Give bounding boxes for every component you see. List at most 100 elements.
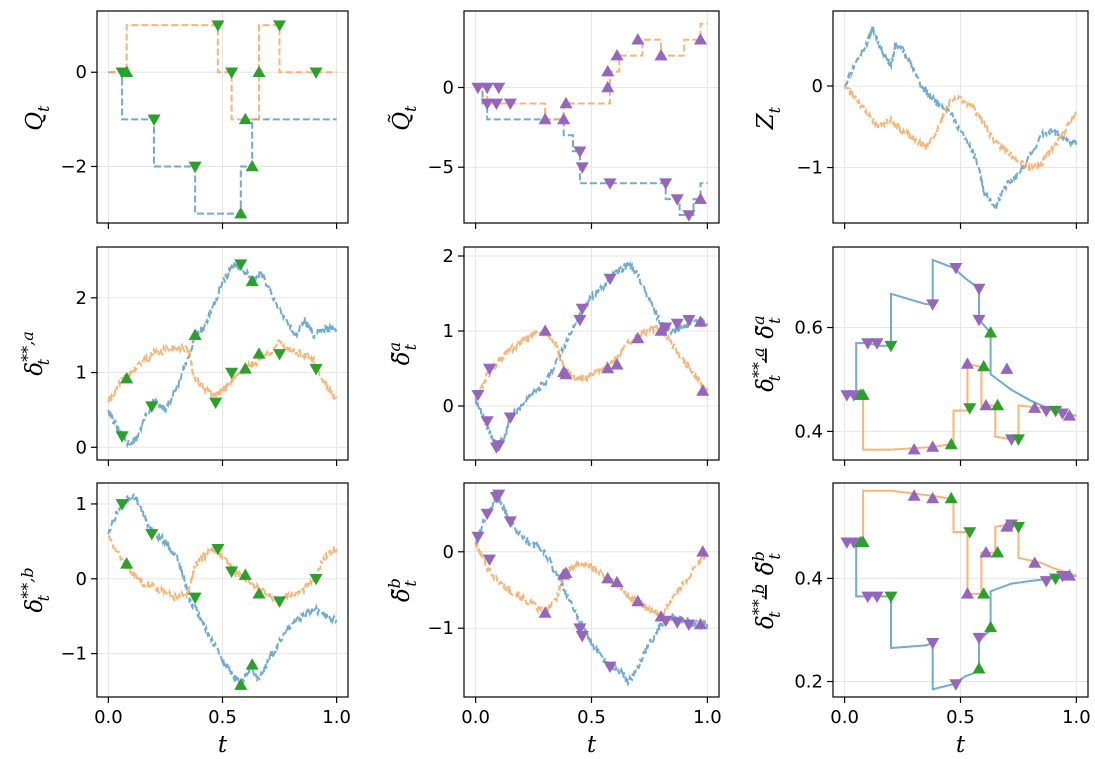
axis-y-label-part	[22, 357, 48, 359]
marker-down-triangle	[972, 283, 986, 296]
marker-down-triangle	[482, 554, 497, 567]
marker-down-triangle	[573, 146, 587, 158]
marker-up-triangle	[1028, 556, 1042, 568]
series-group	[107, 493, 338, 690]
series-line-blue	[474, 494, 709, 687]
marker-down-triangle	[234, 259, 248, 271]
subplot-Qt: −2 0 Qt	[22, 10, 349, 229]
marker-up-triangle	[631, 331, 645, 344]
y-tick-label: 0	[76, 569, 87, 590]
marker-up-triangle	[610, 358, 624, 370]
marker-up-triangle	[960, 357, 974, 369]
marker-up-triangle	[979, 398, 993, 411]
axis-y-label: δ**,bt − δ̃bt	[749, 551, 784, 629]
y-tick-label: 0.6	[794, 318, 823, 339]
axis-y-label-part: t	[765, 553, 784, 560]
marker-up-triangle	[856, 388, 870, 400]
marker-up-triangle	[907, 489, 921, 501]
marker-up-triangle	[979, 546, 993, 558]
marker-up-triangle	[991, 398, 1005, 411]
marker-up-triangle	[977, 587, 991, 599]
marker-down-triangle	[573, 314, 587, 327]
y-tick-label: 0	[76, 62, 87, 83]
axis-y-label-part: t	[765, 106, 784, 113]
marker-down-triangle	[309, 573, 323, 586]
marker-down-triangle	[211, 20, 225, 32]
series-line-orange	[474, 324, 709, 399]
marker-down-triangle	[949, 679, 963, 691]
y-tick-label: 0.2	[794, 672, 823, 693]
marker-down-triangle	[471, 82, 485, 95]
series-group	[107, 259, 338, 449]
subplot-delta_tilde_a: 0 1 2 δ̃at	[385, 246, 720, 466]
marker-up-triangle	[559, 566, 573, 578]
marker-down-triangle	[188, 161, 202, 174]
axis-y-label-part: −	[753, 339, 779, 373]
marker-down-triangle	[575, 631, 589, 643]
marker-up-triangle	[977, 359, 991, 372]
axis-y-label-part: δ	[753, 378, 779, 392]
marker-up-triangle	[601, 80, 615, 93]
axis-y-label: Zt	[753, 105, 784, 131]
series-group	[108, 20, 337, 219]
marker-down-triangle	[115, 431, 129, 443]
marker-down-triangle	[1055, 408, 1070, 420]
marker-up-triangle	[601, 571, 615, 584]
marker-down-triangle	[861, 591, 875, 604]
axis-y-label-part	[389, 578, 415, 580]
marker-down-triangle	[884, 340, 898, 353]
marker-up-triangle	[693, 33, 707, 45]
marker-down-triangle	[949, 262, 963, 275]
marker-down-triangle	[670, 194, 684, 206]
axis-y-label-part: a	[385, 342, 404, 352]
axis-y-label-part: t	[401, 580, 420, 587]
y-tick-label: −5	[427, 157, 454, 178]
marker-up-triangle	[984, 326, 998, 338]
marker-down-triangle	[659, 615, 673, 628]
x-tick-label: 0.5	[208, 707, 237, 728]
series-group	[471, 489, 710, 687]
marker-down-triangle	[480, 98, 494, 111]
marker-up-triangle	[559, 367, 573, 380]
marker-down-triangle	[972, 632, 986, 645]
marker-down-triangle	[682, 314, 696, 327]
marker-up-triangle	[238, 568, 252, 580]
marker-down-triangle	[926, 299, 940, 311]
axis-y-label-part	[389, 342, 415, 344]
axis-y-label-part: δ̃	[753, 561, 779, 575]
marker-down-triangle	[471, 531, 485, 544]
axis-x-label: t	[956, 732, 966, 758]
marker-down-triangle	[492, 82, 506, 95]
marker-down-triangle	[503, 98, 517, 111]
series-line-blue	[844, 24, 1078, 210]
marker-up-triangle	[234, 678, 248, 690]
marker-down-triangle	[573, 623, 587, 635]
marker-up-triangle	[654, 49, 668, 61]
marker-up-triangle	[693, 192, 707, 204]
marker-down-triangle	[273, 20, 287, 32]
axis-y-label: δ̃at	[385, 342, 420, 366]
series-line-orange	[844, 362, 1077, 451]
marker-up-triangle	[926, 440, 940, 452]
marker-up-triangle	[1062, 569, 1076, 581]
y-tick-label: 0	[76, 437, 87, 458]
axis-x-label: t	[587, 732, 597, 758]
marker-up-triangle	[559, 96, 573, 109]
marker-down-triangle	[309, 67, 323, 79]
marker-down-triangle	[1039, 405, 1053, 418]
marker-down-triangle	[972, 314, 986, 327]
series-group	[843, 24, 1078, 210]
marker-up-triangle	[538, 112, 552, 125]
marker-up-triangle	[238, 112, 252, 125]
axis-y-label: δ**,at − δ̃at	[749, 315, 784, 392]
axis-y-label-part: t	[765, 374, 784, 381]
marker-up-triangle	[120, 65, 134, 78]
axis-y-label-part: b	[385, 578, 404, 588]
x-tick-label: 0.0	[94, 707, 123, 728]
marker-up-triangle	[972, 662, 986, 674]
x-tick-label: 0.0	[830, 707, 859, 728]
series-line-orange	[844, 489, 1077, 595]
marker-up-triangle	[245, 274, 259, 287]
marker-down-triangle	[575, 303, 589, 316]
